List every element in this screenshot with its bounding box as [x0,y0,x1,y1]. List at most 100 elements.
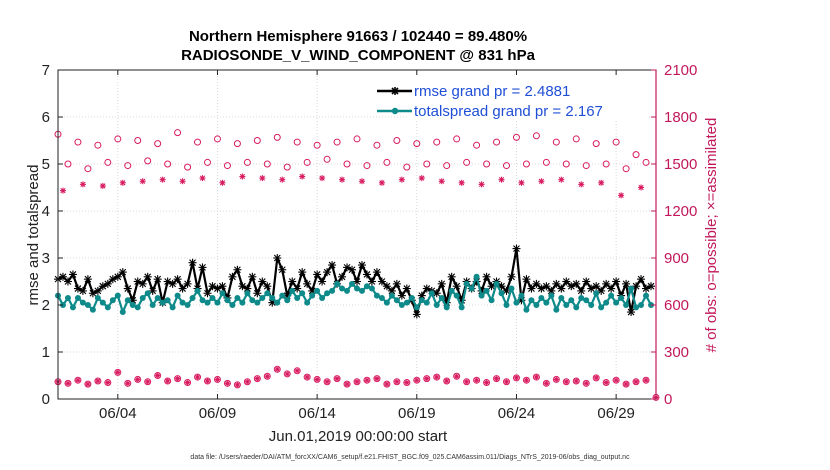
legend: rmse grand pr = 2.4881 totalspread grand… [377,76,648,120]
rmse-point [288,277,297,286]
obs-bottom-assimilated-marker [623,381,629,387]
totalspread-point [124,297,131,304]
legend-rmse-label: rmse grand pr = 2.4881 [414,83,570,100]
obs-bottom-assimilated-marker [314,377,320,382]
totalspread-point [239,299,246,306]
totalspread-point [433,302,440,308]
totalspread-point [488,297,495,304]
obs-bottom-assimilated-marker [294,368,300,374]
obs-possible-marker [592,140,600,148]
obs-bottom-assimilated-marker [205,378,210,384]
x-tick-label: 06/09 [199,405,237,422]
totalspread-point [603,299,610,306]
rmse-point [243,284,252,293]
obs-bottom-assimilated-marker [284,371,290,377]
totalspread-point [508,285,515,292]
obs-bottom-assimilated-marker [534,374,539,380]
totalspread-point [423,299,430,306]
rmse-point [143,272,152,281]
totalspread-point [259,294,266,301]
obs-bottom-possible-marker [622,380,630,388]
totalspread-point [154,294,161,301]
totalspread-point [628,285,635,292]
obs-possible-marker [74,138,82,146]
rmse-point [357,261,366,270]
totalspread-point [269,294,276,301]
obs-bottom-assimilated-marker [115,369,121,375]
y-tick-label: 7 [42,62,50,79]
obs-possible-marker [423,160,431,168]
obs-bottom-possible-marker [283,370,291,378]
totalspread-point [483,287,490,294]
obs-possible-marker [343,160,351,168]
obs-bottom-assimilated-marker [364,377,370,383]
totalspread-point [219,290,226,297]
obs-bottom-possible-marker [592,374,600,382]
obs-possible-marker [313,141,321,149]
obs-assimilated-marker [358,178,365,185]
obs-bottom-assimilated-marker [215,377,220,382]
totalspread-point [513,299,520,306]
rmse-point [552,279,561,288]
obs-bottom-possible-marker [433,373,441,381]
obs-assimilated-marker [199,175,206,182]
obs-bottom-possible-marker [223,379,231,387]
totalspread-point [593,290,600,297]
obs-assimilated-marker [518,179,525,186]
obs-bottom-assimilated-marker [175,376,181,382]
totalspread-point [209,294,216,301]
obs-assimilated-marker [319,175,326,182]
obs-bottom-assimilated-marker [344,381,350,387]
totalspread-point [144,290,151,297]
obs-bottom-possible-marker [562,378,570,386]
x-tick-label: 06/19 [398,405,436,422]
obs-bottom-possible-marker [532,373,540,381]
obs-bottom-assimilated-marker [514,375,519,381]
obs-assimilated-marker [558,176,565,183]
y-tick-label: 6 [42,109,50,126]
rmse-point [248,272,257,281]
obs-bottom-assimilated-marker [444,378,450,384]
obs-possible-marker [263,160,271,168]
rmse-point [632,282,641,291]
obs-possible-marker [532,132,540,140]
obs-bottom-possible-marker [383,380,391,388]
obs-assimilated-marker [299,173,306,180]
rmse-point [123,284,132,293]
totalspread-point [129,302,136,308]
obs-possible-marker [293,138,301,146]
totalspread-point [373,292,380,299]
totalspread-point [109,297,116,304]
obs-possible-marker [124,162,132,170]
rmse-point [522,275,531,284]
totalspread-point [329,287,336,294]
obs-possible-marker [84,165,92,173]
rmse-point [278,265,287,274]
rmse-point [452,282,461,291]
totalspread-point [344,287,351,294]
obs-bottom-possible-marker [323,378,331,386]
obs-possible-marker [233,140,241,148]
obs-bottom-assimilated-marker [264,373,270,379]
obs-bottom-assimilated-marker [454,373,460,379]
obs-bottom-possible-marker [373,375,381,383]
obs-bottom-possible-marker [393,378,401,386]
rmse-point [367,277,376,286]
rmse-point [253,289,262,298]
obs-assimilated-marker [99,182,106,189]
y-tick-label: 3 [42,250,50,267]
legend-spread-marker [391,107,399,115]
obs-bottom-possible-marker [293,367,301,375]
y-tick-label: 0 [42,391,50,408]
obs-bottom-possible-marker [273,365,281,373]
obs-possible-marker [303,158,311,166]
obs-bottom-possible-marker [493,375,501,383]
obs-bottom-assimilated-marker [244,379,250,385]
obs-possible-marker [562,160,570,168]
obs-bottom-assimilated-marker [75,377,81,383]
obs-possible-marker [213,135,221,143]
obs-bottom-assimilated-marker [95,378,101,384]
totalspread-point [199,297,206,304]
totalspread-point [139,294,146,301]
